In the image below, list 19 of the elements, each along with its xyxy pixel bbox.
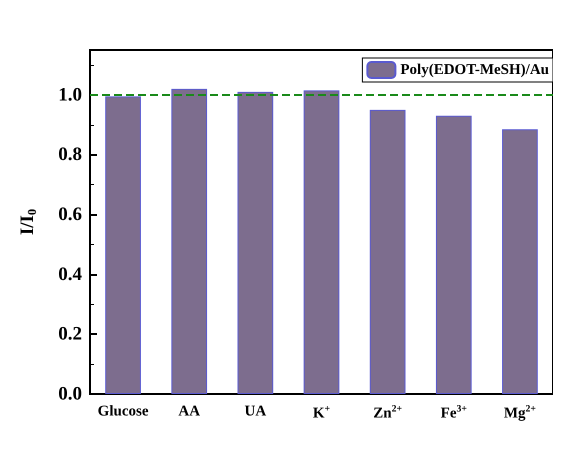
y-tick-label: 0.0 [58,384,82,404]
x-tick-label: K+ [312,404,331,422]
y-tick-label: 1.0 [58,84,82,106]
y-tick-label: 0.8 [58,144,82,166]
bar [502,129,538,394]
y-tick-label: 0.2 [58,324,82,345]
bar [370,110,406,394]
legend-label: Poly(EDOT-MeSH)/Au [400,62,550,78]
x-tick-label: Glucose [98,404,149,420]
y-tick-label: 0.6 [58,204,82,226]
x-tick-label: UA [244,404,266,420]
bar [171,88,208,394]
bar [436,116,472,394]
bar [304,90,340,394]
y-tick-label: 0.4 [58,264,82,285]
bar [238,92,274,394]
x-tick-label: AA [178,404,200,420]
bar [105,96,141,394]
y-axis-title: I/I0 [16,208,39,236]
